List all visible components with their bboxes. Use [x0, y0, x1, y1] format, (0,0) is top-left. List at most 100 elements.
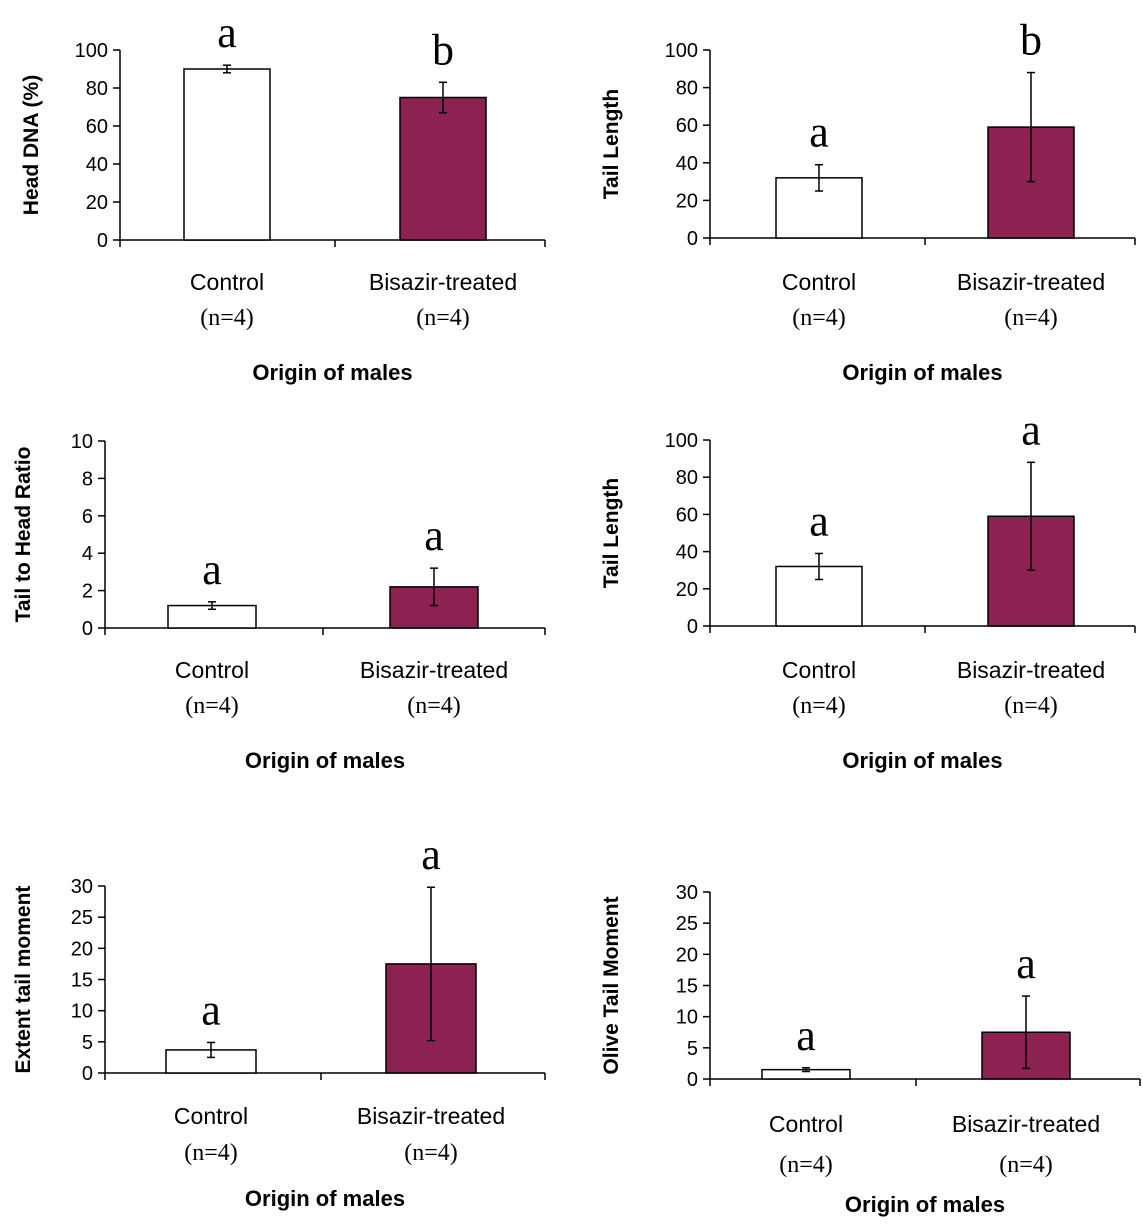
y-tick-label: 20	[676, 579, 698, 601]
y-tick-label: 30	[71, 876, 93, 898]
category-label: Bisazir-treated	[357, 1103, 505, 1129]
error-bar	[207, 1041, 215, 1059]
chart-svg: 0 2 4 6 8 10 Tail to Head Ratio a Control (n=4) a B…	[12, 431, 546, 773]
chart-tail-length-top: 0 20 40 60 80 100 Tail Length a Control (n=4) b Bis…	[590, 0, 1143, 400]
y-tick-label: 2	[82, 581, 93, 603]
chart-svg: 0 20 40 60 80 100 Tail Length a Control (n=4) a Bis…	[600, 405, 1136, 773]
x-axis-title: Origin of males	[842, 748, 1002, 773]
error-bar	[439, 81, 447, 114]
y-tick-label: 10	[676, 1007, 698, 1029]
y-axis-label: Olive Tail Moment	[600, 896, 623, 1074]
y-tick-label: 25	[71, 907, 93, 929]
sample-size-label: (n=4)	[999, 1152, 1053, 1178]
y-tick-label: 0	[82, 618, 93, 640]
significance-letter: a	[217, 8, 237, 57]
significance-letter: a	[1016, 939, 1036, 988]
sample-size-label: (n=4)	[792, 305, 846, 331]
y-axis-label: Tail Length	[600, 478, 623, 588]
chart-svg: 0 5 10 15 20 25 30 Olive Tail Moment a Control (n=…	[600, 882, 1141, 1217]
category-label: Control	[174, 1103, 248, 1129]
chart-svg: 0 20 40 60 80 100 Tail Length a Control (n=4) b Bis…	[600, 16, 1136, 385]
sample-size-label: (n=4)	[200, 305, 254, 331]
x-axis-title: Origin of males	[245, 748, 405, 773]
significance-letter: a	[809, 108, 829, 157]
y-tick-label: 40	[86, 154, 108, 176]
error-bar	[815, 163, 823, 192]
y-axis-label: Extent tail moment	[12, 886, 35, 1074]
significance-letter: b	[1020, 16, 1042, 65]
x-axis-title: Origin of males	[842, 360, 1002, 385]
y-tick-label: 0	[97, 230, 108, 252]
y-tick-label: 40	[676, 542, 698, 564]
sample-size-label: (n=4)	[407, 693, 461, 719]
significance-letter: a	[424, 511, 444, 560]
x-axis-title: Origin of males	[845, 1192, 1005, 1217]
chart-head-dna: 0 20 40 60 80 100 Head DNA (%) a Control (n=4) b Bi…	[0, 0, 560, 400]
error-bar	[1027, 461, 1035, 571]
category-label: Control	[769, 1111, 843, 1137]
chart-svg: 0 20 40 60 80 100 Head DNA (%) a Control (n=4) b Bi…	[20, 8, 546, 385]
y-tick-label: 20	[71, 938, 93, 960]
error-bar	[208, 601, 216, 611]
error-bar	[1022, 995, 1030, 1070]
category-label: Control	[782, 657, 856, 683]
y-tick-label: 0	[687, 616, 698, 638]
sample-size-label: (n=4)	[779, 1152, 833, 1178]
y-tick-label: 15	[676, 976, 698, 998]
y-tick-label: 10	[71, 1001, 93, 1023]
category-label: Bisazir-treated	[957, 657, 1105, 683]
chart-tail-to-head-ratio: 0 2 4 6 8 10 Tail to Head Ratio a Control (n=4) a B…	[0, 400, 560, 800]
sample-size-label: (n=4)	[1004, 693, 1058, 719]
significance-letter: a	[201, 985, 221, 1034]
y-tick-label: 60	[676, 115, 698, 137]
error-bar	[430, 567, 438, 607]
chart-olive-tail-moment: 0 5 10 15 20 25 30 Olive Tail Moment a Control (n=…	[590, 820, 1143, 1226]
category-label: Bisazir-treated	[369, 269, 517, 295]
y-tick-label: 8	[82, 468, 93, 490]
significance-letter: a	[202, 545, 222, 594]
sample-size-label: (n=4)	[1004, 305, 1058, 331]
y-tick-label: 60	[86, 116, 108, 138]
significance-letter: a	[421, 830, 441, 879]
y-tick-label: 20	[86, 192, 108, 214]
sample-size-label: (n=4)	[185, 693, 239, 719]
y-tick-label: 100	[665, 430, 698, 452]
category-label: Bisazir-treated	[952, 1111, 1100, 1137]
error-bar	[1027, 71, 1035, 183]
category-label: Control	[190, 269, 264, 295]
y-tick-label: 20	[676, 190, 698, 212]
y-tick-label: 15	[71, 970, 93, 992]
chart-svg: 0 5 10 15 20 25 30 Extent tail moment a Control (n…	[12, 830, 546, 1211]
y-axis-label: Tail Length	[600, 89, 623, 199]
y-axis-label: Head DNA (%)	[20, 75, 43, 215]
error-bar	[427, 886, 435, 1042]
error-bar	[223, 64, 231, 74]
y-tick-label: 0	[82, 1063, 93, 1085]
x-axis-title: Origin of males	[252, 360, 412, 385]
significance-letter: a	[796, 1011, 816, 1060]
category-label: Control	[175, 657, 249, 683]
y-tick-label: 4	[82, 543, 93, 565]
y-tick-label: 80	[676, 467, 698, 489]
category-label: Control	[782, 269, 856, 295]
y-tick-label: 5	[687, 1038, 698, 1060]
category-label: Bisazir-treated	[360, 657, 508, 683]
category-label: Bisazir-treated	[957, 269, 1105, 295]
error-bar	[802, 1067, 810, 1073]
y-tick-label: 25	[676, 913, 698, 935]
significance-letter: b	[432, 25, 454, 74]
y-tick-label: 10	[71, 431, 93, 453]
bar-bisazir-treated	[399, 96, 487, 241]
sample-size-label: (n=4)	[792, 693, 846, 719]
y-axis-label: Tail to Head Ratio	[12, 447, 35, 623]
y-tick-label: 80	[676, 78, 698, 100]
y-tick-label: 80	[86, 78, 108, 100]
sample-size-label: (n=4)	[404, 1140, 458, 1166]
y-tick-label: 5	[82, 1032, 93, 1054]
sample-size-label: (n=4)	[416, 305, 470, 331]
y-tick-label: 100	[665, 40, 698, 62]
significance-letter: a	[809, 496, 829, 545]
y-tick-label: 20	[676, 944, 698, 966]
chart-extent-tail-moment: 0 5 10 15 20 25 30 Extent tail moment a Control (n…	[0, 820, 560, 1226]
chart-tail-length-middle: 0 20 40 60 80 100 Tail Length a Control (n=4) a Bis…	[590, 400, 1143, 800]
